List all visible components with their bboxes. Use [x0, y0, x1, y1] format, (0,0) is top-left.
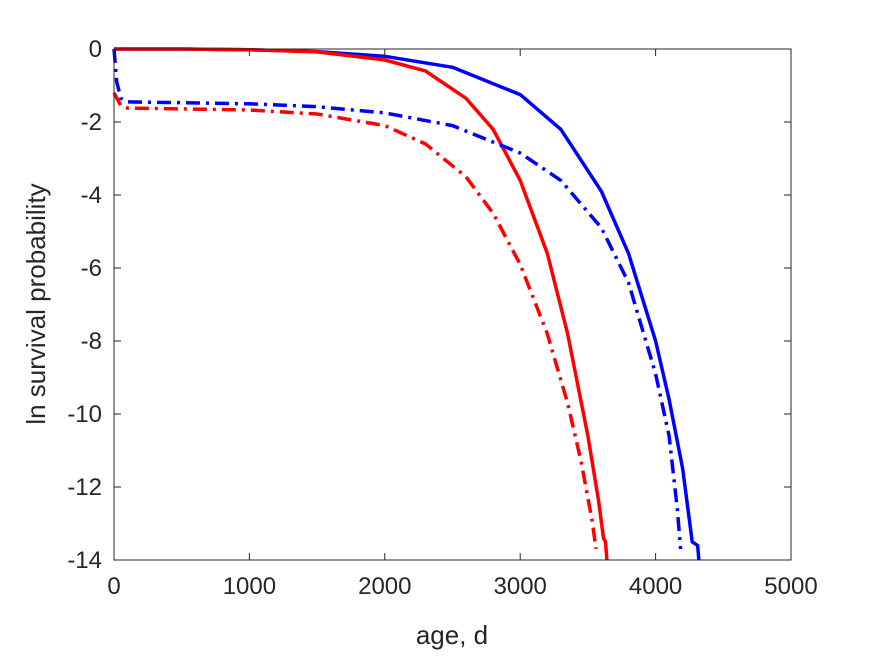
series-layer: [112, 47, 701, 561]
x-tick-label: 5000: [764, 573, 817, 600]
y-tick-label: -12: [67, 474, 102, 501]
y-tick-label: 0: [89, 36, 102, 63]
x-tick-label: 2000: [358, 573, 411, 600]
y-tick-label: -14: [67, 547, 102, 574]
series-line-4: [112, 91, 598, 550]
x-tick-label: 4000: [629, 573, 682, 600]
series-line-3: [112, 48, 683, 550]
plot-frame: [113, 48, 792, 561]
tick-layer: 0 1000 2000 3000 4000 5000 0 -2 -4 -6 -8 -10 -12 -14: [67, 36, 817, 600]
y-tick-label: -2: [81, 109, 102, 136]
y-tick-label: -6: [81, 255, 102, 282]
x-tick-label: 1000: [223, 573, 276, 600]
x-tick-label: 3000: [494, 573, 547, 600]
plot-area: [114, 49, 791, 560]
series-line-2: [114, 47, 609, 561]
y-tick-label: -4: [81, 182, 102, 209]
y-tick-label: -10: [67, 401, 102, 428]
y-axis-title: ln survival probability: [21, 183, 51, 424]
x-axis-title: age, d: [416, 620, 488, 650]
x-tick-label: 0: [107, 573, 120, 600]
y-tick-label: -8: [81, 328, 102, 355]
